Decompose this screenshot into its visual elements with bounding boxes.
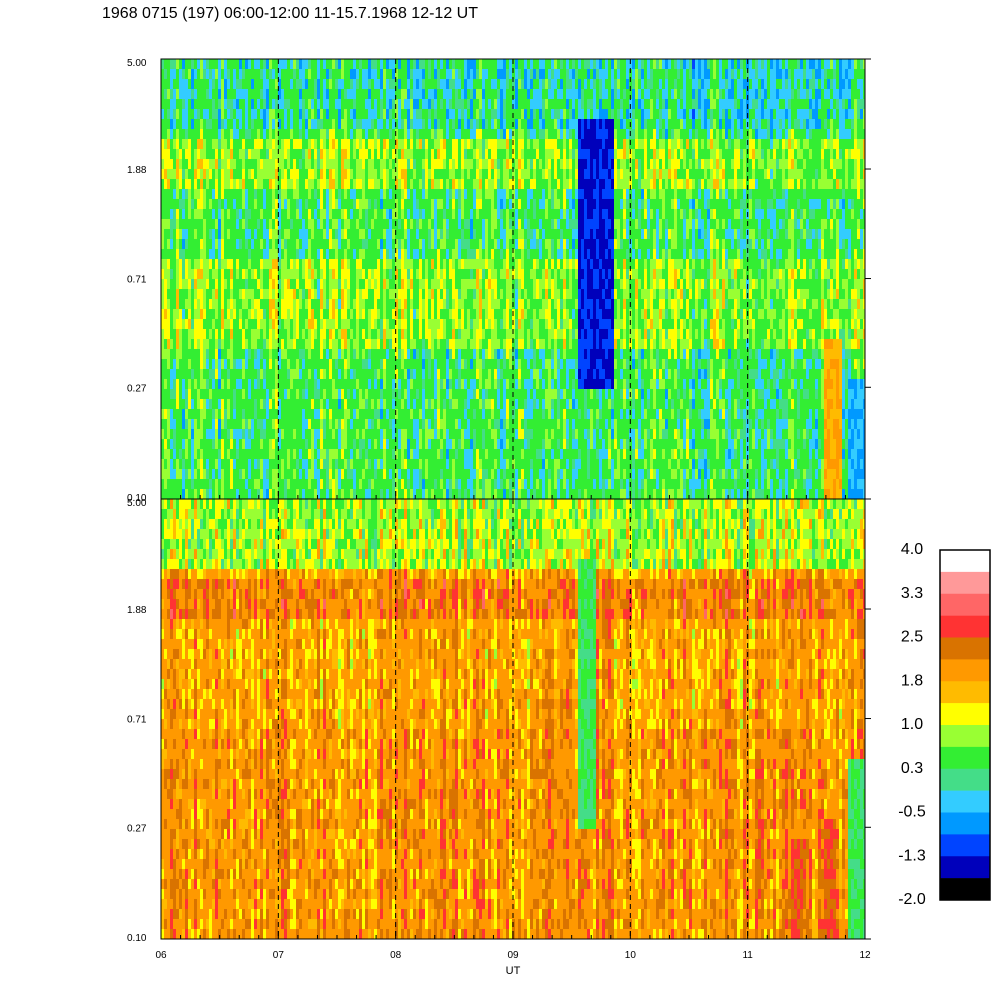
colorbar-label: 2.5 [901,629,923,646]
colorbar-label: -2.0 [898,891,926,908]
colorbar-label: -1.3 [898,847,926,864]
colorbar-swatch [940,637,990,660]
y-tick-label: 1.88 [127,605,147,616]
x-axis-label: UT [506,965,521,977]
y-tick-label: 0.27 [127,823,147,834]
colorbar-swatch [940,615,990,638]
colorbar-swatch [940,681,990,704]
y-tick-label: 0.27 [127,383,147,394]
x-tick-label: 12 [859,950,871,961]
x-tick-label: 11 [742,950,753,961]
y-tick-label: 0.71 [127,715,147,726]
colorbar-label: 4.0 [901,541,923,558]
colorbar-swatch [940,703,990,726]
colorbar-swatch [940,659,990,682]
colorbar: 4.0 3.3 2.5 1.8 1.0 0.3 -0.5 -1.3 -2.0 [898,541,991,908]
y-tick-label: 0.71 [127,275,147,286]
x-tick-label: 09 [507,950,519,961]
colorbar-label: 0.3 [901,760,923,777]
colorbar-swatch [940,834,990,857]
y-tick-label: 0.10 [127,493,147,504]
x-tick-label: 06 [155,950,167,961]
colorbar-swatch [940,746,990,770]
y-tick-label: 5.00 [127,58,147,69]
colorbar-swatch [940,768,990,791]
x-tick-label: 07 [273,950,285,961]
colorbar-swatch [940,856,990,879]
x-tick-label: 08 [390,950,402,961]
y-tick-label: 5.00 [127,498,147,509]
colorbar-swatch [940,812,990,835]
colorbar-swatch [940,571,990,595]
x-tick-label: 10 [625,950,637,961]
y-tick-label: 0.10 [127,933,147,944]
chart-title: 1968 0715 (197) 06:00-12:00 11-15.7.1968… [102,5,478,22]
colorbar-label: 1.8 [901,672,923,689]
colorbar-swatch [940,790,990,813]
colorbar-swatch [940,878,990,901]
colorbar-swatch [940,725,990,748]
colorbar-swatch [940,550,990,573]
colorbar-label: 3.3 [901,585,923,602]
colorbar-label: 1.0 [901,716,923,733]
colorbar-swatch [940,593,990,616]
colorbar-frame [939,549,991,901]
y-tick-label: 1.88 [127,165,147,176]
colorbar-label: -0.5 [898,804,926,821]
